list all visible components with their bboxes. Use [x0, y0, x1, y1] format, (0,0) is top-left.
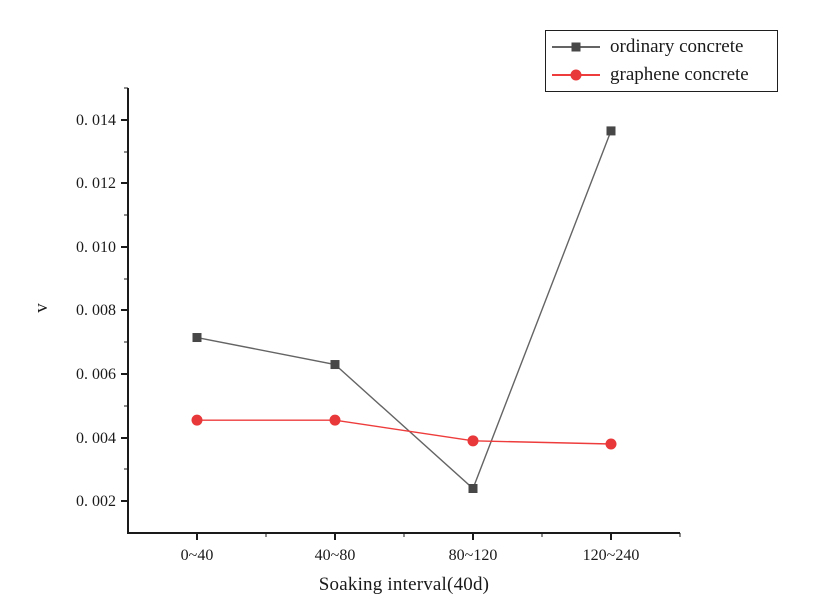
data-point-circle [191, 414, 203, 426]
legend: ordinary concrete graphene concrete [545, 30, 778, 92]
data-point-square [192, 333, 202, 343]
y-axis-title: v [31, 303, 52, 313]
legend-item-ordinary-concrete: ordinary concrete [552, 34, 771, 60]
legend-swatch-square-icon [552, 40, 600, 54]
x-axis-title: Soaking interval(40d) [318, 574, 490, 595]
legend-label: graphene concrete [610, 64, 749, 86]
series-line-square [196, 130, 612, 490]
x-tick-label: 80~120 [449, 547, 498, 564]
data-point-circle [329, 414, 341, 426]
data-point-circle [605, 438, 617, 450]
y-tick-label: 0. 006 [76, 366, 116, 383]
series-line-circle [197, 419, 612, 445]
data-point-square [330, 360, 340, 370]
legend-swatch-circle-icon [552, 68, 600, 82]
x-tick-label: 40~80 [315, 547, 356, 564]
legend-item-graphene-concrete: graphene concrete [552, 63, 771, 89]
y-tick-label: 0. 004 [76, 430, 116, 447]
y-tick-label: 0. 008 [76, 302, 116, 319]
y-tick-label: 0. 014 [76, 112, 116, 129]
x-tick-label: 0~40 [181, 547, 214, 564]
y-tick-label: 0. 012 [76, 175, 116, 192]
square-marker-icon [571, 42, 581, 52]
x-tick-label: 120~240 [583, 547, 640, 564]
axes-spines [127, 88, 680, 534]
y-tick-label: 0. 002 [76, 493, 116, 510]
y-tick-label: 0. 010 [76, 239, 116, 256]
data-point-square [606, 126, 616, 136]
data-point-circle [467, 435, 479, 447]
circle-marker-icon [570, 69, 582, 81]
data-point-square [468, 484, 478, 493]
legend-label: ordinary concrete [610, 35, 744, 57]
